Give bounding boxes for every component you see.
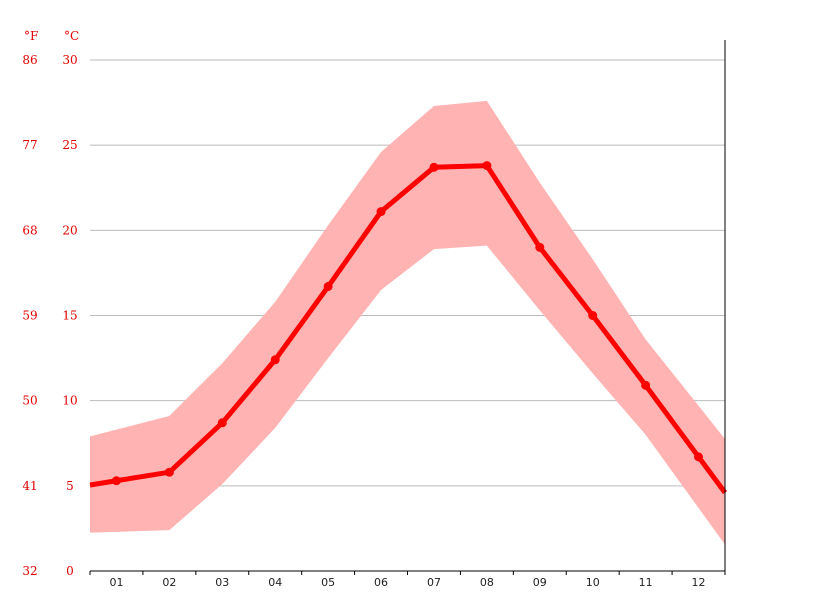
data-point (429, 163, 438, 172)
x-tick-label: 08 (480, 576, 494, 589)
data-point (271, 355, 280, 364)
x-tick-label: 01 (109, 576, 123, 589)
y-tick-label-fahrenheit: 68 (22, 223, 37, 237)
data-point (588, 311, 597, 320)
y-tick-label-celsius: 5 (66, 479, 74, 493)
x-tick-label: 03 (215, 576, 229, 589)
x-tick-labels: 01 02 03 04 05 06 07 08 09 10 11 12 (109, 576, 705, 589)
fahrenheit-unit-label: °F (24, 29, 38, 43)
x-tick-label: 04 (268, 576, 282, 589)
y-tick-label-celsius: 20 (62, 223, 77, 237)
y-tick-label-fahrenheit: 50 (22, 394, 37, 408)
data-point (324, 282, 333, 291)
y-tick-label-celsius: 15 (62, 309, 77, 323)
temperature-range-band (90, 101, 725, 545)
data-point (535, 243, 544, 252)
y-tick-label-celsius: 25 (62, 138, 77, 152)
y-tick-label-celsius: 10 (62, 394, 77, 408)
y-tick-label-fahrenheit: 86 (22, 53, 37, 67)
celsius-unit-label: °C (64, 29, 79, 43)
x-tick-label: 09 (533, 576, 547, 589)
y-tick-label-celsius: 0 (66, 564, 74, 578)
data-point (641, 381, 650, 390)
y-tick-label-fahrenheit: 32 (22, 564, 37, 578)
y-tick-labels: 0 32 5 41 10 50 15 59 20 68 25 77 30 86 (22, 53, 77, 578)
x-tick-label: 11 (639, 576, 653, 589)
y-tick-label-fahrenheit: 41 (22, 479, 37, 493)
data-point (377, 207, 386, 216)
x-tick-label: 12 (692, 576, 706, 589)
data-point (165, 468, 174, 477)
x-tick-label: 10 (586, 576, 600, 589)
y-tick-label-fahrenheit: 77 (22, 138, 37, 152)
x-tick-label: 05 (321, 576, 335, 589)
x-tick-label: 02 (162, 576, 176, 589)
x-tick-label: 07 (427, 576, 441, 589)
data-point (694, 452, 703, 461)
y-tick-label-celsius: 30 (62, 53, 77, 67)
data-point (112, 476, 121, 485)
x-tick-label: 06 (374, 576, 388, 589)
data-point (218, 418, 227, 427)
data-point (482, 161, 491, 170)
y-tick-label-fahrenheit: 59 (22, 309, 37, 323)
